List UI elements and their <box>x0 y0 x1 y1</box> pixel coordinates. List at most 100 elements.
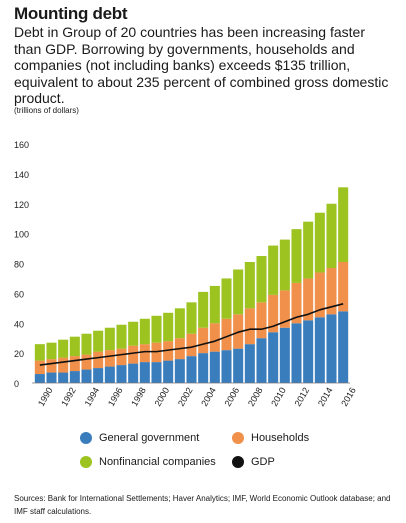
bar-companies-1993 <box>69 336 80 357</box>
bar-government-2011 <box>279 327 290 383</box>
bar-government-2006 <box>221 350 232 383</box>
bar-companies-2011 <box>279 239 290 291</box>
chart-title: Mounting debt <box>14 4 128 23</box>
bar-government-1992 <box>58 372 69 383</box>
legend-swatch-gdp <box>232 456 244 468</box>
x-tick-label: 2012 <box>293 386 312 408</box>
bar-companies-1991 <box>46 342 57 360</box>
bar-companies-2000 <box>151 315 162 343</box>
bar-government-1996 <box>104 366 115 383</box>
bar-companies-2003 <box>186 302 197 334</box>
bar-households-1990 <box>34 360 45 375</box>
bar-households-2013 <box>303 278 314 321</box>
bar-government-1997 <box>116 365 127 383</box>
x-tick-label: 1996 <box>106 386 125 408</box>
bar-companies-2007 <box>233 269 244 315</box>
bar-households-1994 <box>81 354 92 370</box>
bar-government-2016 <box>338 311 349 383</box>
bar-government-2010 <box>268 332 279 383</box>
legend-item-government: General government <box>80 432 199 444</box>
bar-households-1996 <box>104 350 115 367</box>
bar-households-2016 <box>338 262 349 312</box>
x-tick-label: 2004 <box>199 386 218 408</box>
bar-households-2004 <box>198 327 209 354</box>
bar-companies-2010 <box>268 245 279 295</box>
bar-government-1991 <box>46 372 57 383</box>
x-tick-label: 2006 <box>223 386 242 408</box>
y-tick-label: 20 <box>14 349 24 359</box>
bar-government-1995 <box>93 368 104 383</box>
bar-companies-1996 <box>104 327 115 351</box>
bar-households-2006 <box>221 318 232 351</box>
x-tick-label: 1990 <box>36 386 55 408</box>
bar-households-2009 <box>256 302 267 339</box>
bar-households-2012 <box>291 282 302 324</box>
x-tick-label: 2002 <box>176 386 195 408</box>
y-tick-label: 120 <box>14 200 29 210</box>
bar-households-1999 <box>139 344 150 363</box>
bar-companies-1999 <box>139 318 150 345</box>
bar-companies-2008 <box>244 262 255 309</box>
bar-companies-2005 <box>209 285 220 324</box>
bar-companies-1998 <box>128 321 139 346</box>
legend-label-gdp: GDP <box>251 456 275 468</box>
bar-government-2004 <box>198 353 209 383</box>
legend-swatch-government <box>80 432 92 444</box>
bar-companies-2002 <box>174 308 185 339</box>
bar-government-2009 <box>256 338 267 383</box>
bar-government-2005 <box>209 351 220 383</box>
bar-households-2005 <box>209 323 220 352</box>
x-tick-label: 2010 <box>269 386 288 408</box>
bar-households-2008 <box>244 308 255 345</box>
x-tick-label: 2000 <box>153 386 172 408</box>
bar-government-2001 <box>163 360 174 383</box>
bar-government-1999 <box>139 362 150 383</box>
chart-subtitle: Debt in Group of 20 countries has been i… <box>14 24 389 106</box>
bar-government-2008 <box>244 344 255 383</box>
bar-households-2003 <box>186 333 197 357</box>
legend-label-government: General government <box>99 432 200 444</box>
bar-companies-2013 <box>303 221 314 279</box>
bar-government-2013 <box>303 320 314 383</box>
bar-households-1991 <box>46 359 57 373</box>
bar-households-2014 <box>314 272 325 318</box>
x-tick-label: 2008 <box>246 386 265 408</box>
bar-companies-1997 <box>116 324 127 349</box>
bar-companies-2006 <box>221 278 232 319</box>
bar-government-1990 <box>34 374 45 383</box>
bar-households-1993 <box>69 356 80 372</box>
legend-swatch-companies <box>80 456 92 468</box>
bar-government-2003 <box>186 356 197 383</box>
bar-government-2002 <box>174 359 185 383</box>
bar-companies-1994 <box>81 333 92 355</box>
bar-government-2000 <box>151 362 162 383</box>
x-tick-label: 1998 <box>129 386 148 408</box>
x-tick-label: 2016 <box>339 386 358 408</box>
bar-companies-2004 <box>198 291 209 328</box>
legend-label-companies: Nonfinancial companies <box>99 456 216 468</box>
bar-households-1997 <box>116 348 127 366</box>
bar-households-2011 <box>279 290 290 328</box>
bar-companies-1992 <box>58 339 69 358</box>
bar-government-1993 <box>69 371 80 383</box>
y-tick-label: 0 <box>14 379 19 389</box>
bar-government-1994 <box>81 369 92 383</box>
bar-government-2007 <box>233 348 244 383</box>
bar-companies-2001 <box>163 312 174 342</box>
bar-households-2010 <box>268 294 279 333</box>
bar-government-2012 <box>291 323 302 383</box>
x-tick-label: 1992 <box>59 386 78 408</box>
bar-companies-2009 <box>256 256 267 303</box>
y-tick-label: 80 <box>14 260 24 270</box>
legend-item-companies: Nonfinancial companies <box>80 456 216 468</box>
unit-label: (trillions of dollars) <box>14 106 79 115</box>
bar-government-2015 <box>326 314 337 383</box>
bar-households-2015 <box>326 267 337 315</box>
bar-companies-2012 <box>291 229 302 283</box>
bar-households-1995 <box>93 351 104 369</box>
source-note: Sources: Bank for International Settleme… <box>14 494 391 516</box>
bar-companies-2016 <box>338 187 349 263</box>
bar-companies-2014 <box>314 212 325 273</box>
legend-item-households: Households <box>232 432 309 444</box>
bar-companies-1995 <box>93 330 104 352</box>
